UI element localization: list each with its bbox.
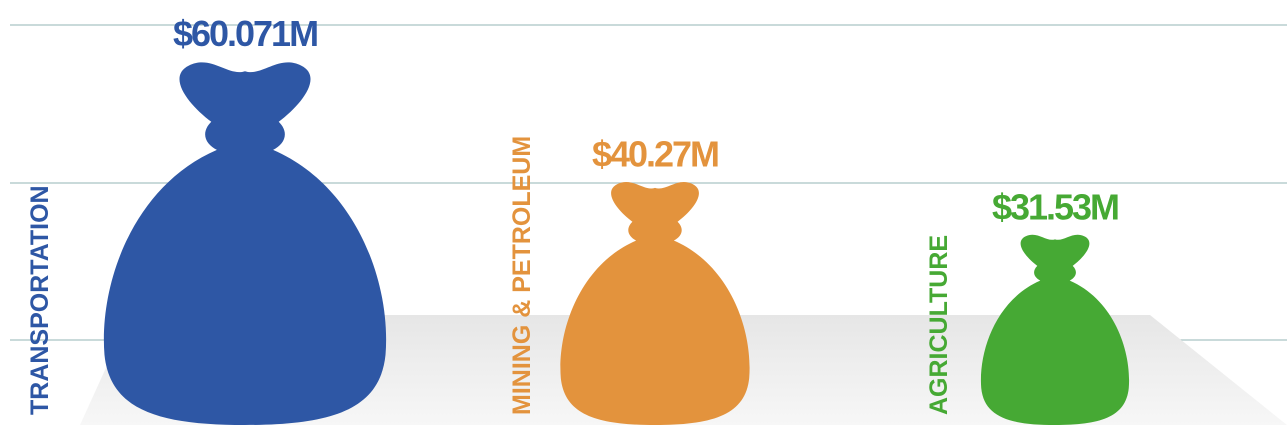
value-label: $31.53M xyxy=(992,186,1118,227)
category-label: AGRICULTURE xyxy=(925,235,953,415)
bag xyxy=(980,234,1130,425)
category-label: TRANSPORTATION xyxy=(26,185,54,415)
category-label: MINING & PETROLEUM xyxy=(508,136,536,415)
bags: $60.071M TRANSPORTATION $40.27M MINING & PE… xyxy=(26,13,1130,425)
bag xyxy=(560,181,750,425)
value-label: $60.071M xyxy=(173,13,317,54)
bag xyxy=(103,62,387,425)
value-label: $40.27M xyxy=(592,133,718,174)
